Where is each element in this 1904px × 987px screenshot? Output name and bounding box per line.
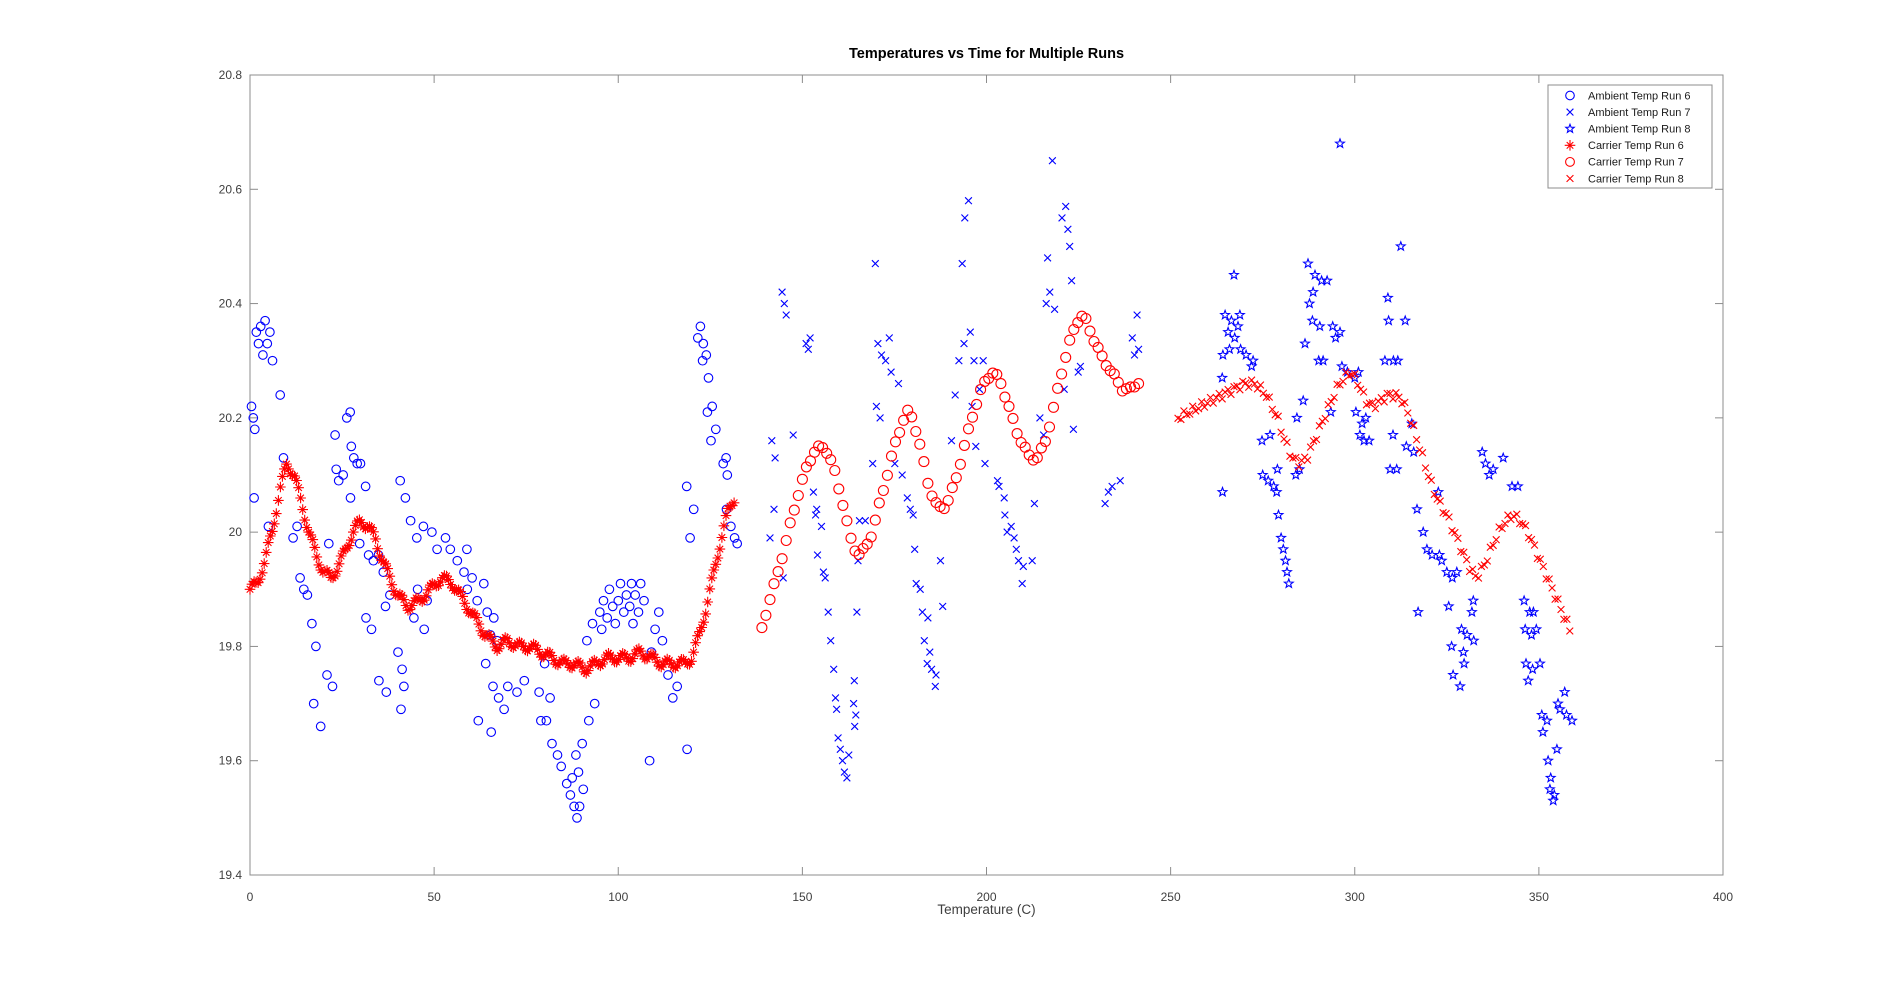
- x-tick-label: 0: [247, 890, 254, 904]
- x-tick-label: 50: [427, 890, 441, 904]
- x-tick-label: 200: [976, 890, 996, 904]
- x-tick-label: 100: [608, 890, 628, 904]
- plot-box: [249, 74, 1724, 876]
- series-carrier-temp-run-6: [244, 458, 740, 679]
- y-tick-label: 19.8: [219, 639, 243, 653]
- series-ambient-temp-run-6: [246, 315, 743, 823]
- legend-box[interactable]: [1547, 84, 1713, 189]
- x-axis-label: Temperature (C): [937, 902, 1036, 917]
- x-tick-label: 300: [1345, 890, 1365, 904]
- series-ambient-temp-run-7: [766, 156, 1143, 782]
- x-tick-label: 250: [1161, 890, 1181, 904]
- legend[interactable]: Ambient Temp Run 6 Ambient Temp Run 7 Ambi…: [1547, 84, 1713, 189]
- y-tick-label: 20: [229, 525, 243, 539]
- legend-label: Ambient Temp Run 8: [1588, 124, 1691, 136]
- legend-label: Ambient Temp Run 6: [1588, 90, 1691, 102]
- y-tick-label: 20.2: [219, 411, 243, 425]
- y-tick-label: 20.6: [219, 182, 243, 196]
- y-tick-label: 19.6: [219, 754, 243, 768]
- legend-entry[interactable]: Ambient Temp Run 6: [1565, 90, 1691, 102]
- x-tick-label: 400: [1713, 890, 1733, 904]
- legend-entry[interactable]: Carrier Temp Run 6: [1564, 140, 1684, 152]
- series-carrier-temp-run-7: [756, 310, 1145, 634]
- x-tick-label: 350: [1529, 890, 1549, 904]
- legend-label: Ambient Temp Run 7: [1588, 107, 1691, 119]
- y-tick-label: 20.4: [219, 297, 243, 311]
- legend-label: Carrier Temp Run 8: [1588, 173, 1684, 185]
- x-tick-label: 150: [792, 890, 812, 904]
- chart-title: Temperatures vs Time for Multiple Runs: [848, 46, 1125, 62]
- y-tick-label: 19.4: [219, 868, 243, 882]
- legend-label: Carrier Temp Run 7: [1588, 157, 1684, 169]
- legend-label: Carrier Temp Run 6: [1588, 140, 1684, 152]
- y-tick-label: 20.8: [219, 68, 243, 82]
- series-ambient-temp-run-8: [1216, 137, 1578, 806]
- legend-entry[interactable]: Ambient Temp Run 8: [1564, 122, 1691, 136]
- legend-entry[interactable]: Carrier Temp Run 8: [1566, 173, 1684, 185]
- legend-entry[interactable]: Carrier Temp Run 7: [1565, 157, 1684, 169]
- legend-entry[interactable]: Ambient Temp Run 7: [1566, 107, 1691, 119]
- series-carrier-temp-run-8: [1174, 368, 1574, 635]
